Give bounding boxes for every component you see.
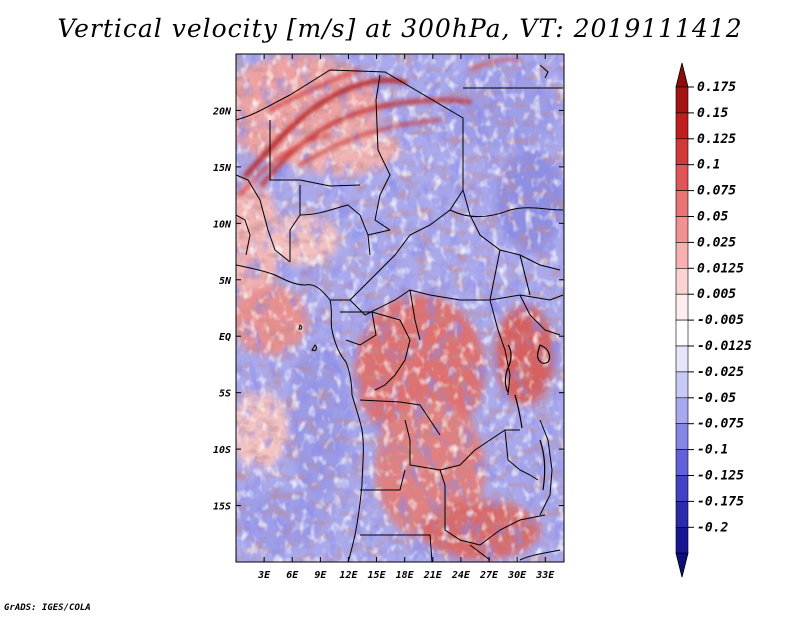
lat-tick-label: 20N bbox=[212, 106, 232, 117]
lon-tick-label: 18E bbox=[396, 570, 415, 581]
colorbar-swatch bbox=[675, 319, 689, 347]
lat-tick-label: EQ bbox=[219, 332, 231, 343]
colorbar-swatch bbox=[675, 397, 689, 424]
colorbar-label: 0.125 bbox=[697, 132, 736, 147]
colorbar-swatch bbox=[675, 475, 689, 502]
lon-tick-label: 27E bbox=[479, 570, 499, 581]
lon-tick-label: 24E bbox=[451, 570, 471, 581]
colorbar-swatch bbox=[675, 371, 689, 399]
colorbar-label: -0.05 bbox=[697, 391, 736, 406]
colorbar-label: 0.175 bbox=[697, 80, 736, 95]
colorbar-label: 0.05 bbox=[697, 210, 728, 225]
colorbar-swatch bbox=[675, 267, 689, 295]
colorbar-swatch bbox=[675, 86, 689, 114]
lon-tick-label: 12E bbox=[339, 570, 358, 581]
colorbar-swatch bbox=[675, 112, 689, 140]
colorbar-label: -0.175 bbox=[697, 494, 744, 509]
colorbar-swatch bbox=[675, 423, 689, 450]
colorbar-top-cap bbox=[675, 62, 689, 88]
lon-tick-label: 21E bbox=[423, 570, 443, 581]
vertical-velocity-field bbox=[236, 54, 564, 562]
colorbar-label: 0.075 bbox=[697, 184, 736, 199]
latitude-axis: 20N 15N 10N 5N EQ 5S 10S 15S bbox=[212, 106, 564, 513]
lon-tick-label: 30E bbox=[507, 570, 527, 581]
colorbar-label: -0.1 bbox=[697, 443, 728, 458]
lon-tick-label: 6E bbox=[286, 570, 299, 581]
colorbar-swatch bbox=[675, 242, 689, 269]
colorbar: 0.175 0.15 0.125 0.1 0.075 0.05 0.025 0.0125 0.0… bbox=[675, 62, 752, 578]
colorbar-swatch bbox=[675, 345, 689, 373]
colorbar-swatch bbox=[675, 449, 689, 476]
lat-tick-label: 15S bbox=[213, 502, 231, 513]
colorbar-swatch bbox=[675, 138, 689, 166]
colorbar-label: -0.125 bbox=[697, 469, 744, 484]
lon-tick-label: 15E bbox=[368, 570, 387, 581]
colorbar-swatch bbox=[675, 526, 689, 554]
colorbar-label: -0.0125 bbox=[697, 339, 752, 354]
lat-tick-label: 5S bbox=[219, 389, 231, 400]
map-frame bbox=[235, 53, 565, 563]
lat-tick-label: 5N bbox=[219, 276, 232, 287]
colorbar-label: -0.2 bbox=[697, 520, 728, 535]
lat-tick-label: 15N bbox=[213, 163, 232, 174]
colorbar-label: -0.025 bbox=[697, 365, 744, 380]
colorbar-swatch bbox=[675, 293, 689, 321]
colorbar-label: 0.025 bbox=[697, 235, 736, 250]
colorbar-label: 0.1 bbox=[697, 158, 720, 173]
colorbar-swatch bbox=[675, 216, 689, 243]
lon-tick-label: 9E bbox=[314, 570, 327, 581]
colorbar-label: -0.005 bbox=[697, 313, 744, 328]
map-title: Vertical velocity [m/s] at 300hPa, VT: 2… bbox=[57, 14, 743, 43]
colorbar-label: 0.0125 bbox=[697, 261, 744, 276]
lat-tick-label: 10N bbox=[213, 219, 232, 230]
lon-tick-label: 3E bbox=[257, 570, 271, 581]
colorbar-label: 0.15 bbox=[697, 106, 728, 121]
longitude-axis: 3E 6E 9E 12E 15E 18E 21E 24E 27E 30E 33E bbox=[257, 54, 555, 581]
lat-tick-label: 10S bbox=[213, 445, 231, 456]
grads-credit: GrADS: IGES/COLA bbox=[4, 603, 91, 613]
colorbar-swatch bbox=[675, 164, 689, 191]
country-borders bbox=[236, 64, 564, 562]
colorbar-swatch bbox=[675, 501, 689, 528]
colorbar-swatch bbox=[675, 190, 689, 217]
colorbar-bottom-cap bbox=[675, 552, 689, 578]
colorbar-label: -0.075 bbox=[697, 417, 744, 432]
colorbar-label: 0.005 bbox=[697, 287, 736, 302]
lon-tick-label: 33E bbox=[535, 570, 555, 581]
